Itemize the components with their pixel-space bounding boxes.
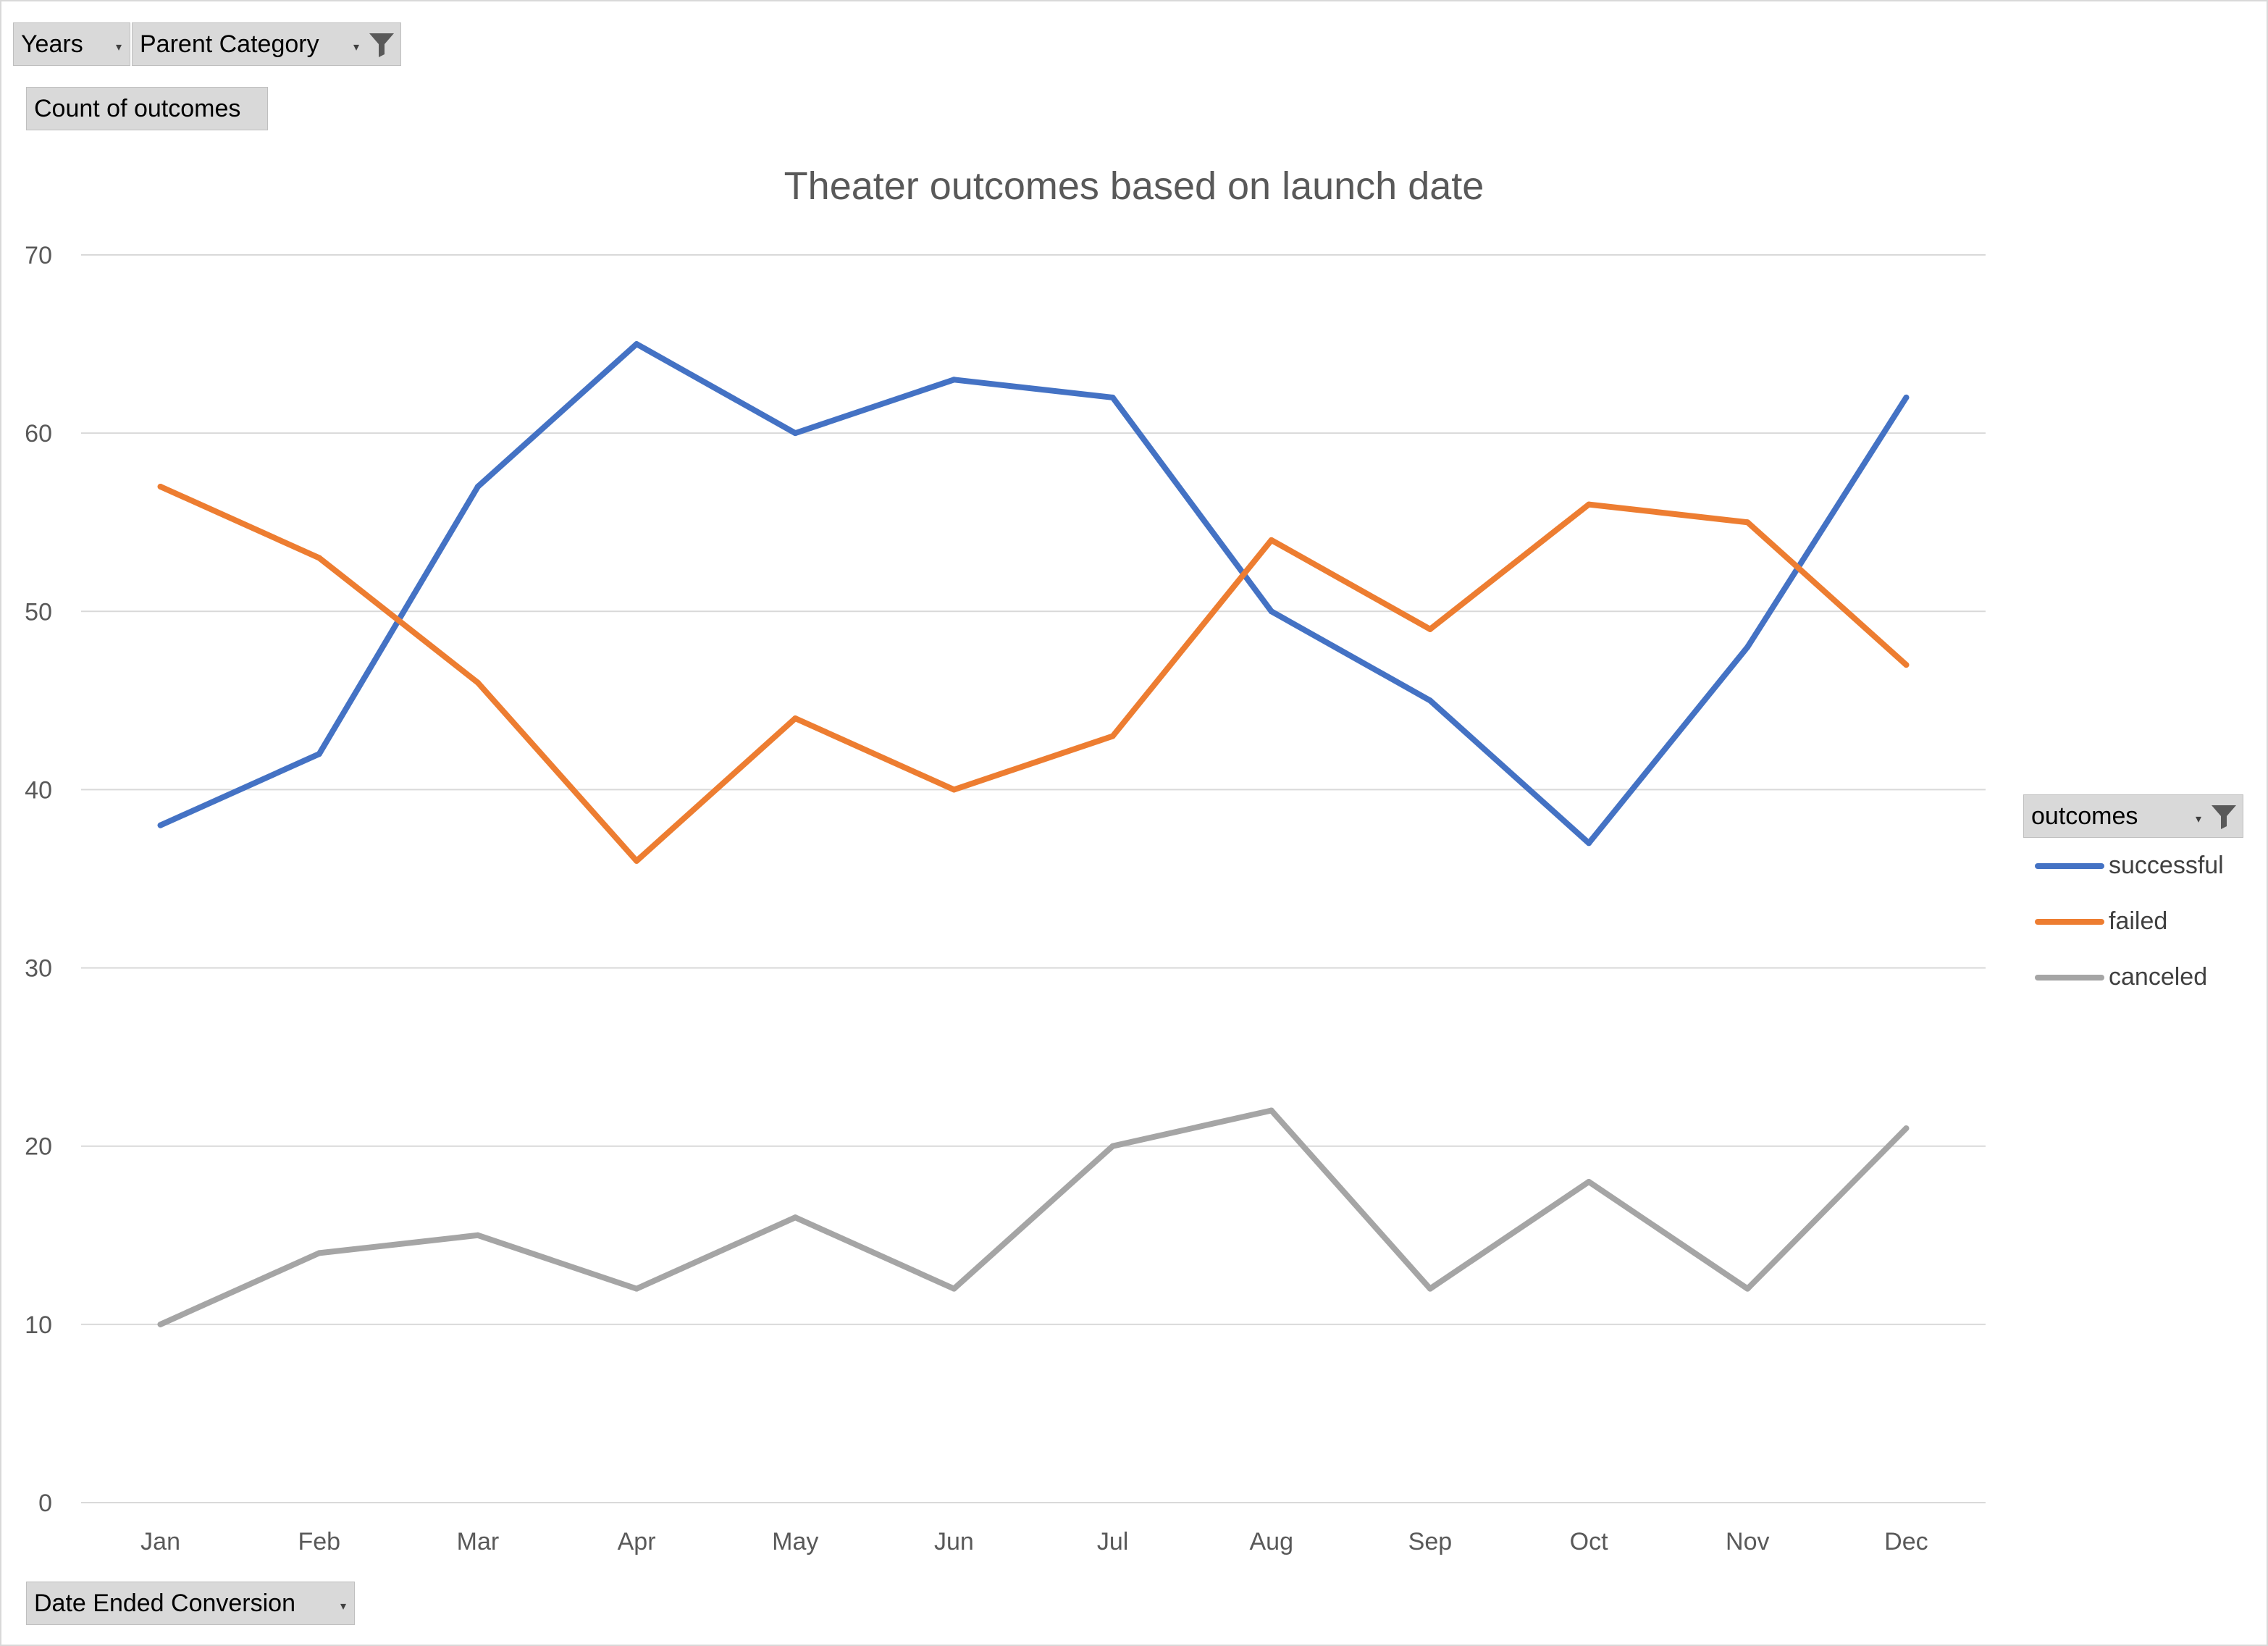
series-line-canceled[interactable] bbox=[157, 1107, 1910, 1327]
x-tick-label-oct: Oct bbox=[1570, 1528, 1608, 1555]
data-point-failed-jan[interactable] bbox=[157, 483, 164, 490]
legend-field-button[interactable]: outcomes ▾ bbox=[2023, 794, 2243, 838]
data-point-canceled-mar[interactable] bbox=[474, 1232, 481, 1238]
x-tick-label-mar: Mar bbox=[457, 1528, 500, 1555]
data-point-successful-mar[interactable] bbox=[474, 483, 481, 490]
data-point-successful-apr[interactable] bbox=[634, 341, 640, 348]
axis-field-label: Date Ended Conversion bbox=[34, 1589, 296, 1617]
data-point-successful-jun[interactable] bbox=[951, 377, 957, 383]
data-point-failed-oct[interactable] bbox=[1586, 501, 1592, 508]
legend-label-successful: successful bbox=[2109, 852, 2224, 879]
years-filter-label: Years bbox=[21, 30, 83, 58]
x-tick-label-feb: Feb bbox=[298, 1528, 340, 1555]
x-tick-label-aug: Aug bbox=[1250, 1528, 1294, 1555]
y-tick-label: 70 bbox=[25, 242, 52, 269]
y-tick-label: 0 bbox=[38, 1490, 52, 1517]
data-point-failed-apr[interactable] bbox=[634, 857, 640, 864]
data-point-failed-feb[interactable] bbox=[316, 555, 322, 561]
series-lines bbox=[157, 341, 1910, 1327]
series-line-successful[interactable] bbox=[157, 341, 1910, 847]
data-point-successful-feb[interactable] bbox=[316, 751, 322, 757]
years-filter-button[interactable]: Years ▾ bbox=[13, 22, 130, 66]
data-point-canceled-oct[interactable] bbox=[1586, 1178, 1592, 1185]
y-tick-label: 30 bbox=[25, 955, 52, 983]
data-point-canceled-feb[interactable] bbox=[316, 1250, 322, 1256]
data-point-canceled-jun[interactable] bbox=[951, 1285, 957, 1292]
y-tick-label: 10 bbox=[25, 1311, 52, 1339]
values-field-label: Count of outcomes bbox=[34, 94, 241, 122]
x-tick-label-apr: Apr bbox=[618, 1528, 656, 1555]
legend-swatch-failed bbox=[2035, 918, 2104, 925]
legend-swatch-canceled bbox=[2035, 974, 2104, 981]
x-tick-label-jan: Jan bbox=[140, 1528, 180, 1555]
data-point-canceled-sep[interactable] bbox=[1427, 1285, 1433, 1292]
gridlines bbox=[81, 254, 1986, 1503]
legend-field-label: outcomes bbox=[2031, 802, 2138, 830]
data-point-failed-jul[interactable] bbox=[1109, 733, 1116, 739]
legend-item-failed[interactable]: failed bbox=[2035, 907, 2167, 936]
funnel-icon bbox=[369, 33, 394, 57]
x-tick-label-jul: Jul bbox=[1097, 1528, 1128, 1555]
data-point-canceled-apr[interactable] bbox=[634, 1285, 640, 1292]
legend-label-canceled: canceled bbox=[2109, 963, 2208, 991]
x-tick-label-sep: Sep bbox=[1408, 1528, 1453, 1555]
data-point-successful-sep[interactable] bbox=[1427, 697, 1433, 704]
x-tick-label-may: May bbox=[772, 1528, 818, 1555]
data-point-canceled-nov[interactable] bbox=[1744, 1285, 1751, 1292]
y-axis-ticks: 0 10 20 30 40 50 60 70 bbox=[25, 242, 52, 1517]
x-tick-label-nov: Nov bbox=[1726, 1528, 1769, 1555]
data-point-failed-sep[interactable] bbox=[1427, 626, 1433, 632]
data-point-successful-nov[interactable] bbox=[1744, 644, 1751, 650]
data-point-canceled-jan[interactable] bbox=[157, 1321, 164, 1327]
data-point-failed-nov[interactable] bbox=[1744, 519, 1751, 526]
data-point-failed-jun[interactable] bbox=[951, 786, 957, 793]
data-point-failed-may[interactable] bbox=[792, 715, 799, 721]
legend-item-successful[interactable]: successful bbox=[2035, 852, 2224, 880]
dropdown-arrow-icon: ▾ bbox=[353, 41, 360, 54]
dropdown-arrow-icon: ▾ bbox=[340, 1600, 347, 1613]
y-tick-label: 40 bbox=[25, 776, 52, 804]
data-point-canceled-may[interactable] bbox=[792, 1214, 799, 1221]
data-point-canceled-aug[interactable] bbox=[1268, 1107, 1274, 1114]
dropdown-arrow-icon: ▾ bbox=[2195, 813, 2202, 826]
funnel-icon bbox=[2212, 805, 2236, 829]
x-tick-label-jun: Jun bbox=[934, 1528, 974, 1555]
legend-swatch-successful bbox=[2035, 862, 2104, 869]
axis-field-button[interactable]: Date Ended Conversion ▾ bbox=[26, 1582, 355, 1625]
y-tick-label: 20 bbox=[25, 1133, 52, 1161]
values-field-button[interactable]: Count of outcomes bbox=[26, 87, 268, 130]
data-point-successful-may[interactable] bbox=[792, 430, 799, 437]
x-axis-ticks: Jan Feb Mar Apr May Jun Jul Aug Sep Oct Nov Dec bbox=[140, 1528, 1928, 1555]
parent-category-filter-button[interactable]: Parent Category ▾ bbox=[132, 22, 401, 66]
series-line-failed[interactable] bbox=[157, 483, 1910, 864]
data-point-canceled-jul[interactable] bbox=[1109, 1143, 1116, 1149]
data-point-failed-aug[interactable] bbox=[1268, 537, 1274, 543]
data-point-failed-dec[interactable] bbox=[1903, 662, 1910, 668]
y-tick-label: 50 bbox=[25, 598, 52, 626]
y-tick-label: 60 bbox=[25, 420, 52, 448]
chart-title: Theater outcomes based on launch date bbox=[784, 164, 1484, 208]
data-point-successful-oct[interactable] bbox=[1586, 840, 1592, 847]
data-point-failed-mar[interactable] bbox=[474, 679, 481, 686]
x-tick-label-dec: Dec bbox=[1884, 1528, 1928, 1555]
legend-item-canceled[interactable]: canceled bbox=[2035, 963, 2207, 991]
dropdown-arrow-icon: ▾ bbox=[115, 41, 122, 54]
parent-category-filter-label: Parent Category bbox=[140, 30, 319, 58]
data-point-successful-aug[interactable] bbox=[1268, 608, 1274, 615]
data-point-successful-jul[interactable] bbox=[1109, 394, 1116, 400]
data-point-successful-jan[interactable] bbox=[157, 822, 164, 828]
legend-label-failed: failed bbox=[2109, 907, 2168, 935]
data-point-canceled-dec[interactable] bbox=[1903, 1125, 1910, 1132]
data-point-successful-dec[interactable] bbox=[1903, 394, 1910, 400]
